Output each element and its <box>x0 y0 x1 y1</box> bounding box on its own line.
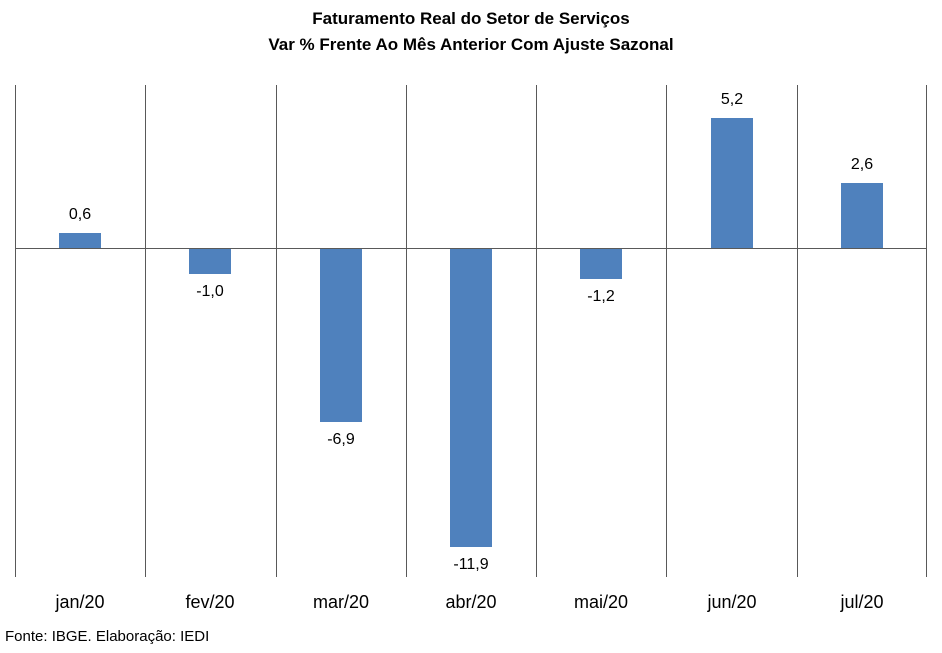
bar-jan-20 <box>59 233 101 248</box>
zero-axis-line <box>15 248 927 249</box>
source-note: Fonte: IBGE. Elaboração: IEDI <box>5 628 210 645</box>
bar-fev-20 <box>189 249 231 274</box>
x-axis-label-jan-20: jan/20 <box>55 592 105 612</box>
plot-area: 0,6 -1,0 -6,9 -11,9 -1,2 5,2 2,6 <box>15 85 927 577</box>
vertical-gridline <box>145 85 146 577</box>
x-axis-label-fev-20: fev/20 <box>185 592 235 612</box>
data-label: 0,6 <box>68 206 92 223</box>
bar-mai-20 <box>580 249 622 279</box>
data-label: -1,0 <box>196 283 224 300</box>
bar-abr-20 <box>450 249 492 547</box>
chart-title-line2: Var % Frente Ao Mês Anterior Com Ajuste … <box>268 35 674 54</box>
vertical-gridline <box>406 85 407 577</box>
x-axis-label-mai-20: mai/20 <box>573 592 629 612</box>
data-label: -6,9 <box>327 431 355 448</box>
bar-jul-20 <box>841 183 883 248</box>
x-axis-label-abr-20: abr/20 <box>445 592 497 612</box>
vertical-gridline <box>666 85 667 577</box>
x-axis-label-jul-20: jul/20 <box>840 592 884 612</box>
vertical-gridline <box>276 85 277 577</box>
vertical-gridline <box>15 85 16 577</box>
chart-title: Faturamento Real do Setor de Serviços Va… <box>0 6 942 58</box>
x-axis-label-jun-20: jun/20 <box>707 592 757 612</box>
data-label: -11,9 <box>453 556 489 573</box>
bar-jun-20 <box>711 118 753 248</box>
x-axis-label-mar-20: mar/20 <box>312 592 370 612</box>
chart-title-line1: Faturamento Real do Setor de Serviços <box>312 9 630 28</box>
x-axis-labels: jan/20 fev/20 mar/20 abr/20 mai/20 jun/20 jul/… <box>15 591 927 613</box>
vertical-gridline <box>797 85 798 577</box>
data-label: 5,2 <box>720 91 744 108</box>
data-label: -1,2 <box>587 288 615 305</box>
data-label: 2,6 <box>850 156 874 173</box>
bar-mar-20 <box>320 249 362 422</box>
vertical-gridline <box>926 85 927 577</box>
vertical-gridline <box>536 85 537 577</box>
